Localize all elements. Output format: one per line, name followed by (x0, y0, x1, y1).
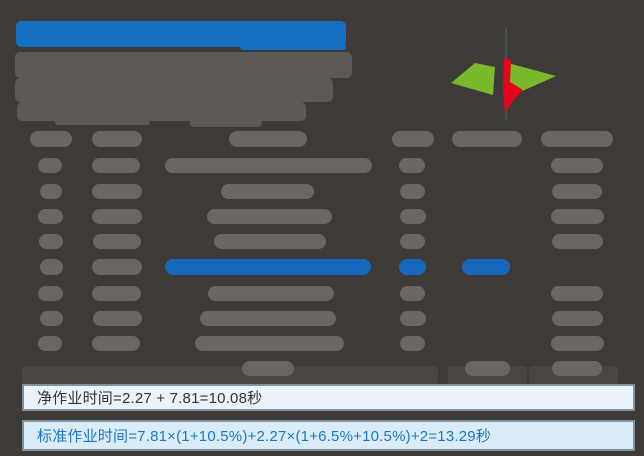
table-cell-redacted (39, 234, 63, 249)
subtitle-line-redacted (15, 52, 352, 78)
table-cell-redacted (400, 184, 425, 199)
table-cell-redacted (195, 336, 344, 351)
red-divider-icon (503, 58, 523, 113)
table-cell-redacted (465, 361, 510, 376)
table-cell-redacted (38, 209, 63, 224)
merge-arrow-left-icon (451, 63, 495, 95)
table-cell-redacted (552, 234, 603, 249)
table-cell-redacted (207, 209, 332, 224)
table-cell-redacted (551, 336, 604, 351)
subtitle-line-redacted (190, 119, 262, 127)
table-header-cell-redacted (30, 131, 72, 147)
table-footer-band (22, 366, 438, 384)
table-highlighted-row-cell (165, 259, 371, 275)
table-cell-redacted (92, 209, 142, 224)
table-highlighted-row-cell (399, 259, 426, 275)
subtitle-line-redacted (15, 78, 333, 102)
table-cell-redacted (242, 361, 294, 376)
table-cell-redacted (552, 184, 602, 199)
table-header-cell-redacted (229, 131, 307, 147)
table-cell-redacted (208, 286, 334, 301)
table-cell-redacted (38, 286, 63, 301)
table-cell-redacted (400, 311, 426, 326)
table-cell-redacted (400, 286, 425, 301)
standard-time-formula-box: 标准作业时间=7.81×(1+10.5%)+2.27×(1+6.5%+10.5%… (22, 420, 635, 451)
table-header-cell-redacted (452, 131, 522, 147)
table-header-cell-redacted (541, 131, 613, 147)
table-cell-redacted (92, 286, 141, 301)
table-cell-redacted (400, 234, 425, 249)
table-cell-redacted (92, 158, 140, 173)
table-cell-redacted (40, 184, 62, 199)
table-highlighted-row-cell (40, 259, 63, 275)
table-cell-redacted (165, 158, 372, 173)
table-cell-redacted (214, 234, 326, 249)
table-cell-redacted (92, 336, 140, 351)
table-cell-redacted (551, 209, 604, 224)
standard-time-formula-text: 标准作业时间=7.81×(1+10.5%)+2.27×(1+6.5%+10.5%… (37, 428, 492, 445)
net-time-formula-box: 净作业时间=2.27 + 7.81=10.08秒 (22, 384, 635, 411)
merge-arrow-right-icon (507, 63, 556, 93)
table-cell-redacted (551, 286, 603, 301)
subtitle-line-redacted (55, 119, 150, 125)
subtitle-line-redacted (17, 102, 306, 121)
table-cell-redacted (40, 311, 63, 326)
table-cell-redacted (551, 158, 603, 173)
table-cell-redacted (93, 311, 142, 326)
table-cell-redacted (552, 311, 603, 326)
table-cell-redacted (552, 361, 602, 376)
slide-title-redacted-tail (240, 44, 346, 50)
table-cell-redacted (200, 311, 336, 326)
table-cell-redacted (399, 158, 425, 173)
table-cell-redacted (400, 209, 426, 224)
slide-title-redacted (16, 21, 346, 47)
table-cell-redacted (38, 336, 62, 351)
table-cell-redacted (400, 336, 425, 351)
net-time-formula-text: 净作业时间=2.27 + 7.81=10.08秒 (37, 390, 263, 407)
table-highlighted-row-cell (462, 259, 510, 275)
table-highlighted-row-cell (92, 259, 142, 275)
converge-arrows-graphic (451, 58, 556, 113)
table-header-cell-redacted (392, 131, 434, 147)
table-cell-redacted (92, 184, 142, 199)
table-cell-redacted (38, 158, 62, 173)
table-cell-redacted (221, 184, 314, 199)
table-header-cell-redacted (92, 131, 142, 147)
table-cell-redacted (93, 234, 141, 249)
